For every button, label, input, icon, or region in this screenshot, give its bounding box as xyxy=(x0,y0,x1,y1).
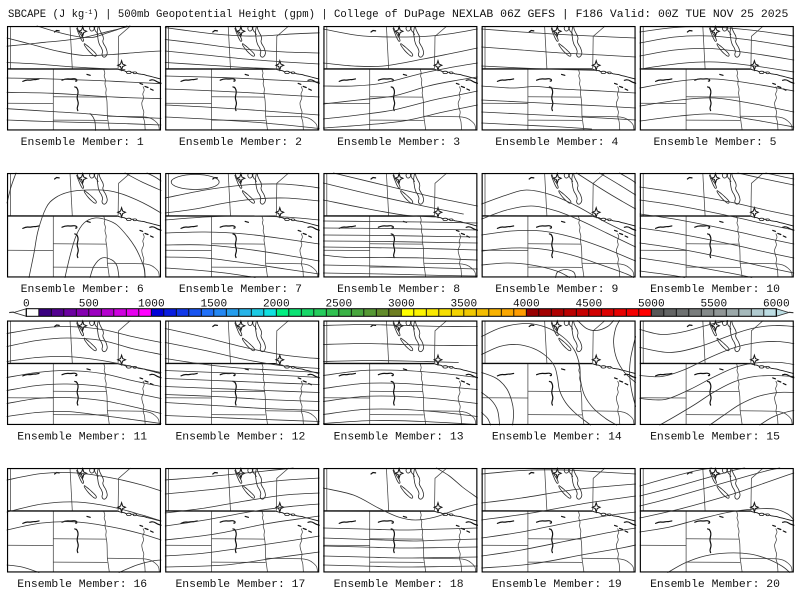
svg-text:6000: 6000 xyxy=(763,299,790,311)
svg-text:Ensemble Member: 2: Ensemble Member: 2 xyxy=(179,137,302,149)
svg-text:Ensemble Member: 3: Ensemble Member: 3 xyxy=(337,137,460,149)
svg-text:Ensemble Member: 9: Ensemble Member: 9 xyxy=(495,284,618,296)
svg-text:2000: 2000 xyxy=(263,299,290,311)
svg-text:Ensemble Member: 12: Ensemble Member: 12 xyxy=(175,431,305,443)
svg-text:3000: 3000 xyxy=(388,299,415,311)
svg-text:Ensemble Member: 20: Ensemble Member: 20 xyxy=(650,579,780,591)
svg-text:3500: 3500 xyxy=(450,299,477,311)
svg-text:Ensemble Member: 7: Ensemble Member: 7 xyxy=(179,284,302,296)
svg-text:Ensemble Member: 14: Ensemble Member: 14 xyxy=(492,431,622,443)
svg-text:Ensemble Member: 4: Ensemble Member: 4 xyxy=(495,137,618,149)
svg-text:Ensemble Member: 15: Ensemble Member: 15 xyxy=(650,431,780,443)
svg-text:Ensemble Member: 8: Ensemble Member: 8 xyxy=(337,284,460,296)
svg-text:5500: 5500 xyxy=(700,299,727,311)
svg-text:500: 500 xyxy=(79,299,99,311)
svg-text:SBCAPE (J kg-1) | 500mb Geopot: SBCAPE (J kg-1) | 500mb Geopotential Hei… xyxy=(8,9,398,21)
svg-text:Ensemble Member: 13: Ensemble Member: 13 xyxy=(334,431,464,443)
svg-text:2500: 2500 xyxy=(325,299,352,311)
svg-text:0: 0 xyxy=(23,299,30,311)
svg-text:4000: 4000 xyxy=(513,299,540,311)
svg-text:DuPage NEXLAB 06Z GEFS | F186: DuPage NEXLAB 06Z GEFS | F186 Valid: 00Z… xyxy=(404,8,788,21)
svg-text:5000: 5000 xyxy=(638,299,665,311)
svg-text:Ensemble Member: 19: Ensemble Member: 19 xyxy=(492,579,622,591)
svg-text:1000: 1000 xyxy=(138,299,165,311)
svg-text:Ensemble Member: 5: Ensemble Member: 5 xyxy=(653,137,776,149)
svg-text:4500: 4500 xyxy=(575,299,602,311)
svg-text:Ensemble Member: 18: Ensemble Member: 18 xyxy=(334,579,464,591)
svg-text:1500: 1500 xyxy=(200,299,227,311)
svg-text:Ensemble Member: 6: Ensemble Member: 6 xyxy=(21,284,144,296)
svg-text:Ensemble Member: 11: Ensemble Member: 11 xyxy=(17,431,147,443)
svg-text:Ensemble Member: 10: Ensemble Member: 10 xyxy=(650,284,780,296)
svg-text:Ensemble Member: 17: Ensemble Member: 17 xyxy=(175,579,305,591)
svg-text:Ensemble Member: 1: Ensemble Member: 1 xyxy=(21,137,144,149)
svg-text:Ensemble Member: 16: Ensemble Member: 16 xyxy=(17,579,147,591)
